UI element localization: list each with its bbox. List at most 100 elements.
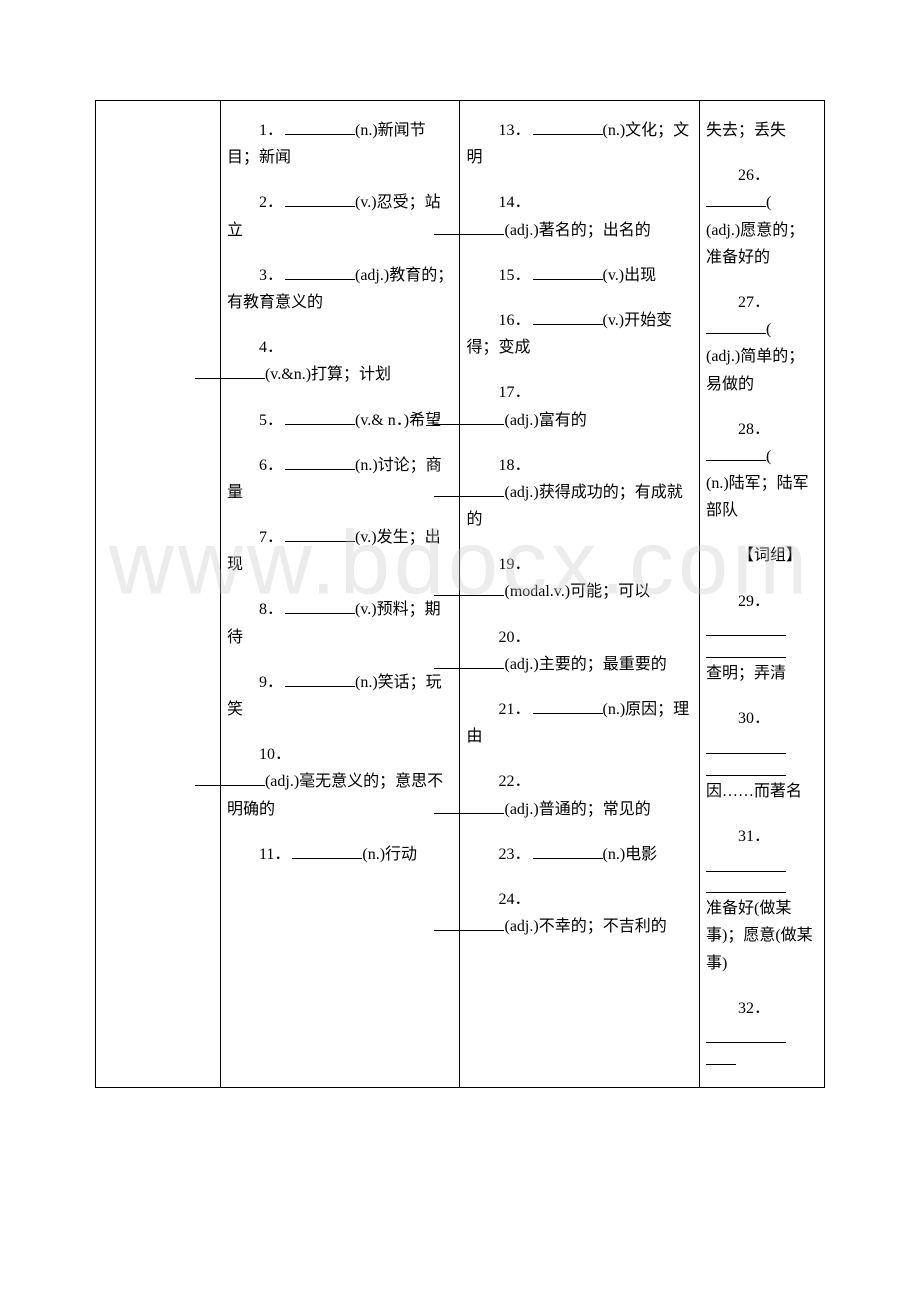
phrase-entry: 30． 因……而著名 bbox=[706, 705, 818, 805]
vocab-entry: 2．(v.)忍受；站立 bbox=[227, 189, 454, 243]
blank-line bbox=[706, 758, 786, 776]
entry-number: 21． bbox=[498, 701, 530, 718]
entry-def: 富有的 bbox=[539, 412, 587, 429]
blank-line bbox=[434, 407, 504, 425]
entry-pos: (n.) bbox=[355, 674, 378, 691]
entry-pos: (adj.) bbox=[265, 773, 299, 790]
vocab-table: 1．(n.)新闻节目；新闻 2．(v.)忍受；站立 3．(adj.)教育的；有教… bbox=[95, 100, 825, 1088]
vocab-entry: 6．(n.)讨论；商量 bbox=[227, 452, 454, 506]
blank-line bbox=[434, 914, 504, 932]
entry-number: 30． bbox=[738, 710, 770, 727]
blank-line bbox=[533, 117, 603, 135]
blank-line bbox=[706, 876, 786, 894]
entry-def: 失去；丢失 bbox=[706, 122, 786, 139]
vocab-entry: 27．((adj.)简单的；易做的 bbox=[706, 289, 818, 398]
blank-line bbox=[706, 190, 766, 208]
entry-def: 准备好(做某事)；愿意(做某事) bbox=[706, 900, 813, 971]
entry-number: 10． bbox=[259, 746, 291, 763]
entry-number: 31． bbox=[738, 828, 770, 845]
vocab-entry: 8．(v.)预料；期待 bbox=[227, 596, 454, 650]
entry-pos: (n.) bbox=[362, 846, 385, 863]
entry-pos: (n.) bbox=[355, 457, 378, 474]
entry-def: 著名的；出名的 bbox=[539, 222, 651, 239]
entry-def: 打算；计划 bbox=[311, 366, 391, 383]
entry-number: 3． bbox=[259, 267, 283, 284]
table-row: 1．(n.)新闻节目；新闻 2．(v.)忍受；站立 3．(adj.)教育的；有教… bbox=[96, 101, 825, 1088]
vocab-entry: 14． (adj.)著名的；出名的 bbox=[466, 189, 693, 243]
entry-number: 6． bbox=[259, 457, 283, 474]
entry-pos: (adj.) bbox=[355, 267, 389, 284]
blank-line bbox=[706, 854, 786, 872]
entry-pos: (n.) bbox=[603, 122, 626, 139]
entry-number: 1． bbox=[259, 122, 283, 139]
entry-number: 18． bbox=[498, 457, 530, 474]
section-label: 【词组】 bbox=[706, 542, 802, 569]
entry-number: 17． bbox=[498, 384, 530, 401]
entry-pos: (adj.) bbox=[504, 222, 538, 239]
blank-line bbox=[285, 262, 355, 280]
entry-pos: (modal.v.) bbox=[504, 583, 570, 600]
blank-line bbox=[434, 651, 504, 669]
blank-line bbox=[285, 190, 355, 208]
vocab-entry: 13．(n.)文化；文明 bbox=[466, 117, 693, 171]
blank-line bbox=[533, 841, 603, 859]
entry-pos: (adj.) bbox=[504, 918, 538, 935]
column-b: 13．(n.)文化；文明 14．(adj.)著名的；出名的 15．(v.)出现 … bbox=[460, 101, 700, 1088]
entry-number: 27． bbox=[738, 294, 770, 311]
vocab-entry: 28．((n.)陆军；陆军部队 bbox=[706, 416, 818, 525]
vocab-entry: 失去；丢失 bbox=[706, 117, 818, 144]
blank-line bbox=[285, 669, 355, 687]
vocab-entry: 11．(n.)行动 bbox=[227, 841, 454, 868]
entry-pos: (n.) bbox=[603, 701, 626, 718]
phrase-entry: 31． 准备好(做某事)；愿意(做某事) bbox=[706, 823, 818, 977]
entry-number: 4． bbox=[259, 339, 283, 356]
blank-line bbox=[285, 452, 355, 470]
entry-pos: (n.) bbox=[706, 475, 729, 492]
entry-def: 出现 bbox=[624, 267, 656, 284]
blank-line bbox=[285, 524, 355, 542]
entry-number: 15． bbox=[498, 267, 530, 284]
blank-line bbox=[706, 640, 786, 658]
entry-def: 主要的；最重要的 bbox=[539, 656, 667, 673]
vocab-entry: 7．(v.)发生；出现 bbox=[227, 524, 454, 578]
blank-line bbox=[285, 597, 355, 615]
left-empty-cell bbox=[96, 101, 221, 1088]
blank-line bbox=[533, 696, 603, 714]
vocab-entry: 20．(adj.)主要的；最重要的 bbox=[466, 624, 693, 678]
entry-pos: (adj.) bbox=[504, 412, 538, 429]
blank-line bbox=[706, 1026, 786, 1044]
entry-def: 查明；弄清 bbox=[706, 665, 786, 682]
entry-def: 行动 bbox=[385, 846, 417, 863]
entry-number: 29． bbox=[738, 593, 770, 610]
entry-number: 7． bbox=[259, 529, 283, 546]
entry-number: 19． bbox=[498, 556, 530, 573]
entry-pos: (adj.) bbox=[504, 656, 538, 673]
entry-pos: (v.) bbox=[603, 312, 625, 329]
entry-def: 普通的；常见的 bbox=[539, 801, 651, 818]
blank-line bbox=[292, 841, 362, 859]
entry-number: 26． bbox=[738, 167, 770, 184]
blank-line bbox=[533, 262, 603, 280]
blank-line bbox=[706, 736, 786, 754]
entry-pos: (adj.) bbox=[706, 348, 740, 365]
vocab-entry: 3．(adj.)教育的；有教育意义的 bbox=[227, 262, 454, 316]
vocab-entry: 21．(n.)原因；理由 bbox=[466, 696, 693, 750]
page: 1．(n.)新闻节目；新闻 2．(v.)忍受；站立 3．(adj.)教育的；有教… bbox=[0, 0, 920, 1128]
entry-pos: (v.& n．) bbox=[355, 412, 409, 429]
entry-number: 32． bbox=[738, 1000, 770, 1017]
vocab-entry: 15．(v.)出现 bbox=[466, 262, 693, 289]
blank-line bbox=[195, 362, 265, 380]
blank-line bbox=[706, 443, 766, 461]
blank-line bbox=[434, 796, 504, 814]
vocab-entry: 24．(adj.)不幸的；不吉利的 bbox=[466, 886, 693, 940]
entry-number: 2． bbox=[259, 194, 283, 211]
blank-line bbox=[706, 317, 766, 335]
entry-number: 24． bbox=[498, 891, 530, 908]
blank-line bbox=[434, 579, 504, 597]
entry-number: 5． bbox=[259, 412, 283, 429]
entry-def: 因……而著名 bbox=[706, 783, 802, 800]
vocab-entry: 10．(adj.)毫无意义的；意思不明确的 bbox=[227, 741, 454, 823]
entry-number: 16． bbox=[498, 312, 530, 329]
blank-line bbox=[434, 217, 504, 235]
entry-number: 14． bbox=[498, 194, 530, 211]
